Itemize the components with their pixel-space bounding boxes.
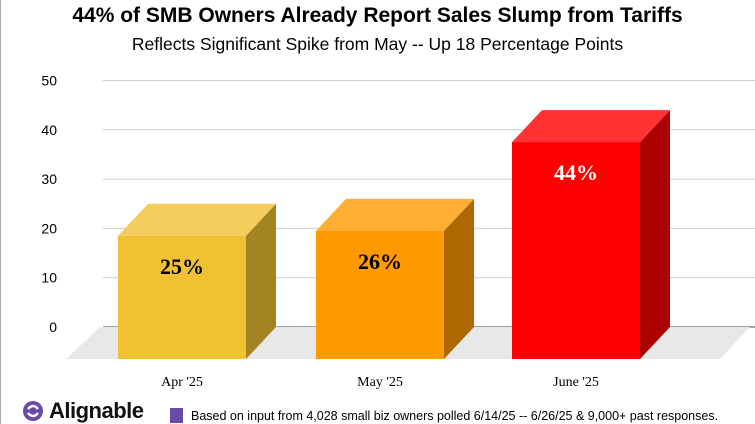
x-tick-label: June '25 [553, 375, 599, 390]
bar [316, 230, 444, 359]
bar-side [246, 203, 276, 359]
y-tick-label: 20 [41, 220, 57, 236]
logo-icon [23, 401, 43, 421]
y-tick-label: 0 [49, 319, 57, 335]
left-border [0, 0, 5, 424]
data-label: 26% [358, 249, 402, 274]
bar-side [640, 110, 670, 359]
bar-side [444, 198, 474, 359]
logo-text: Alignable [49, 398, 144, 423]
y-tick-label: 50 [41, 73, 57, 89]
y-tick-label: 40 [41, 122, 57, 138]
alignable-logo: Alignable [22, 398, 144, 424]
data-label: 44% [554, 160, 598, 185]
source-note-text: Based on input from 4,028 small biz owne… [191, 408, 719, 423]
chart-subtitle: Reflects Significant Spike from May -- U… [131, 34, 624, 54]
x-tick-label: May '25 [357, 375, 403, 390]
chart-title: 44% of SMB Owners Already Report Sales S… [72, 4, 683, 27]
y-tick-label: 10 [41, 270, 57, 286]
y-tick-label: 30 [41, 171, 57, 187]
bar-top [316, 198, 474, 231]
bar-top [512, 110, 670, 143]
bar [118, 235, 246, 359]
legend-swatch [170, 408, 183, 423]
x-tick-label: Apr '25 [161, 375, 203, 390]
source-note: Based on input from 4,028 small biz owne… [170, 408, 718, 423]
bar [512, 142, 640, 359]
bar-top [118, 203, 276, 236]
data-label: 25% [160, 254, 204, 279]
